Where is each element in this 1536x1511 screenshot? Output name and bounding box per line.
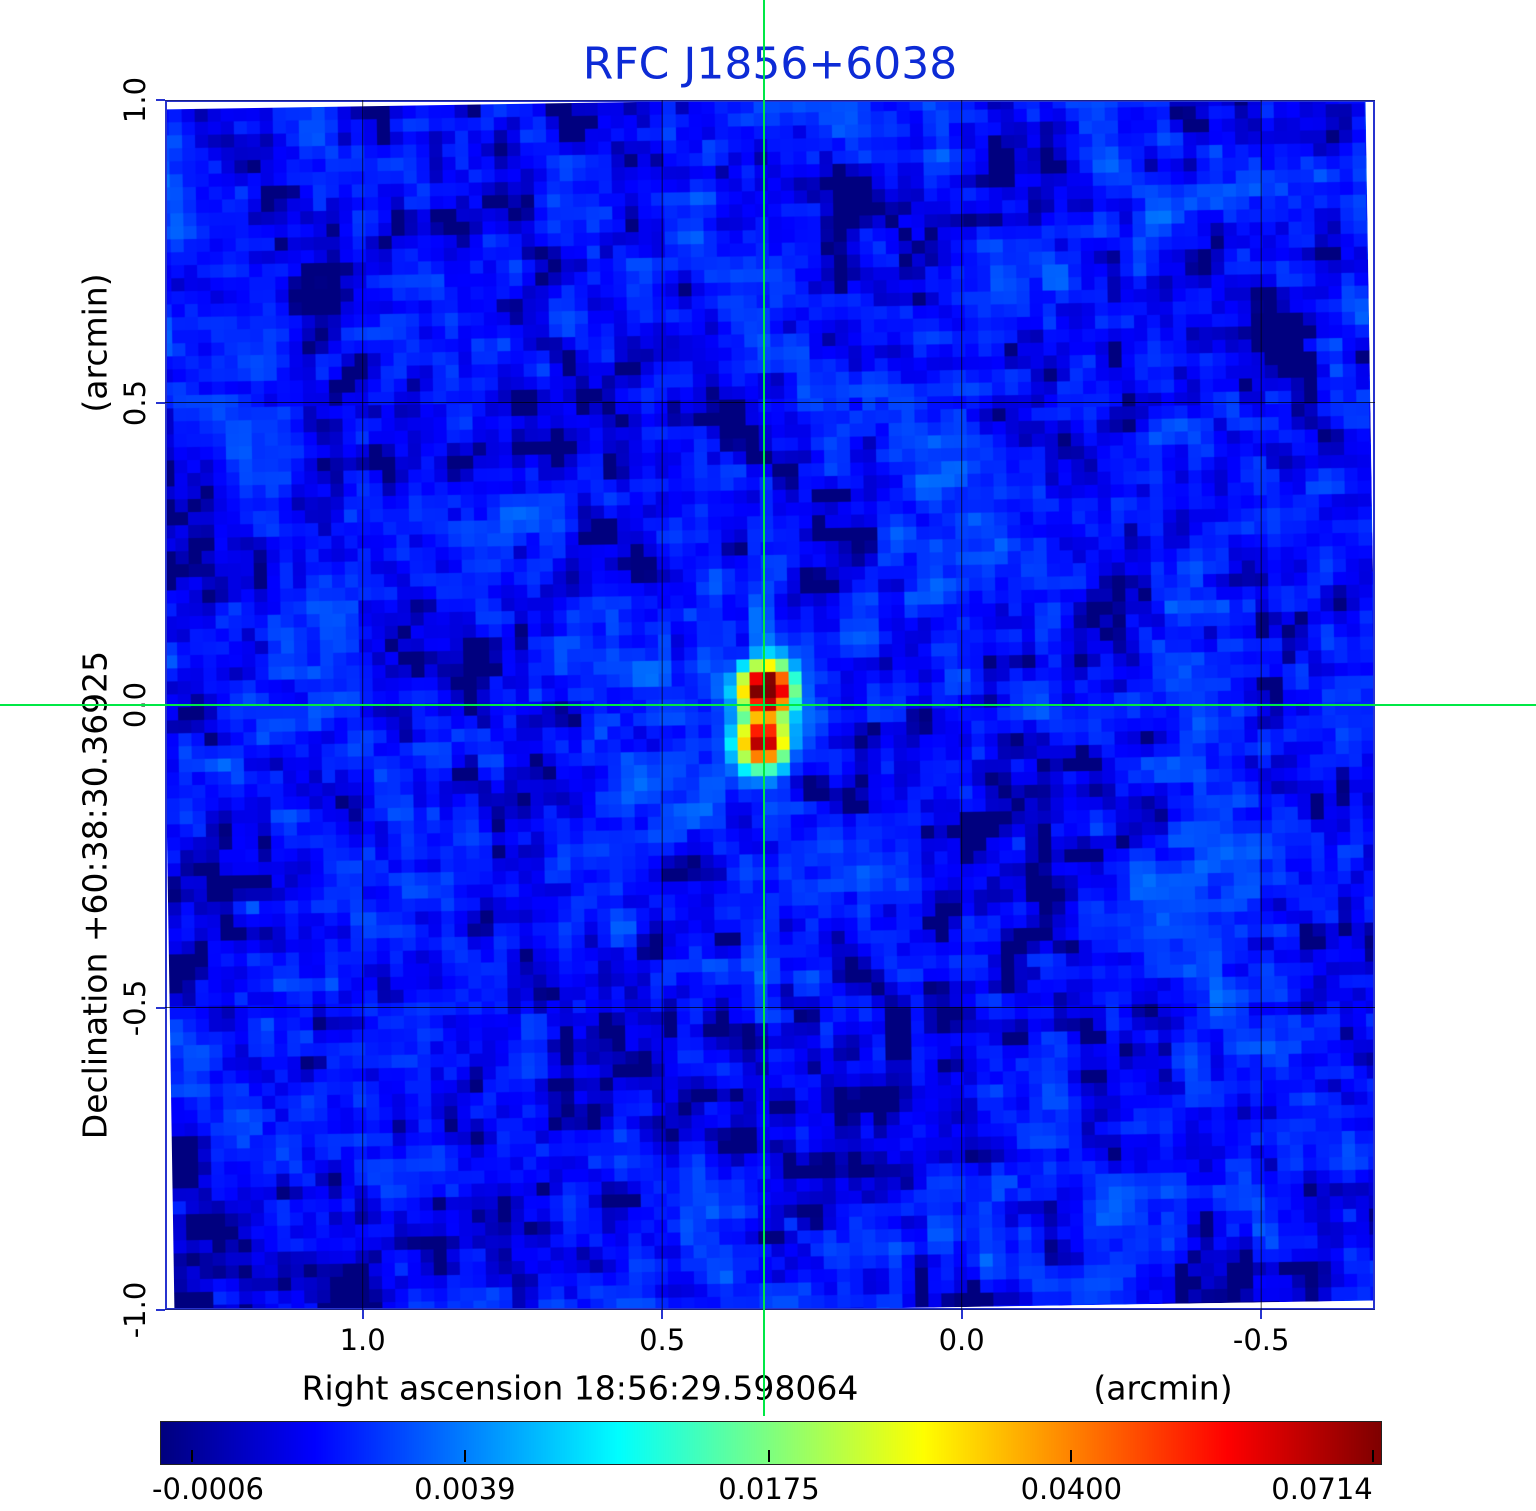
colorbar-tick-label: 0.0400 xyxy=(1020,1472,1123,1506)
x-tick-label: 0.0 xyxy=(938,1323,985,1357)
plot-title: RFC J1856+6038 xyxy=(582,38,958,90)
y-tick-label: 1.0 xyxy=(118,76,152,124)
y-tick-label: -1.0 xyxy=(118,1281,152,1339)
x-axis-unit: (arcmin) xyxy=(1093,1368,1233,1408)
colorbar-tick-label: 0.0039 xyxy=(414,1472,516,1506)
axis-tick-mark xyxy=(156,99,165,101)
axis-tick-mark xyxy=(361,1310,364,1319)
colorbar-tick-label: 0.0714 xyxy=(1271,1472,1373,1506)
colorbar-tick-mark xyxy=(767,1450,770,1462)
y-axis-unit: (arcmin) xyxy=(75,273,115,413)
axis-tick-mark xyxy=(156,1006,165,1009)
y-tick-label: -0.5 xyxy=(118,979,152,1036)
y-axis-label: Declination +60:38:30.36925 xyxy=(75,650,115,1140)
image-clip xyxy=(167,102,1373,1308)
y-tick-label: 0.5 xyxy=(118,379,152,426)
colorbar xyxy=(160,1421,1382,1465)
colorbar-tick-label: 0.0175 xyxy=(718,1472,820,1506)
colorbar-tick-label: -0.0006 xyxy=(152,1472,264,1506)
plot-area xyxy=(165,100,1375,1310)
y-tick-label: 0.0 xyxy=(118,681,152,729)
colorbar-tick-mark xyxy=(463,1450,466,1462)
colorbar-gradient xyxy=(161,1422,1381,1464)
sky-heatmap-image xyxy=(167,102,1373,1308)
x-axis-label: Right ascension 18:56:29.598064 xyxy=(301,1368,859,1408)
x-tick-label: 0.5 xyxy=(639,1323,686,1357)
axis-tick-mark xyxy=(156,1309,165,1311)
x-tick-label: 1.0 xyxy=(339,1323,386,1357)
colorbar-tick-mark xyxy=(1372,1450,1375,1462)
axis-tick-mark xyxy=(156,401,165,404)
axis-tick-mark xyxy=(960,1310,963,1319)
colorbar-tick-mark xyxy=(1070,1450,1073,1462)
x-tick-label: -0.5 xyxy=(1232,1323,1290,1357)
axis-tick-mark xyxy=(661,1310,664,1319)
axis-tick-mark xyxy=(156,704,165,706)
colorbar-tick-mark xyxy=(190,1450,193,1462)
axis-tick-mark xyxy=(1260,1310,1263,1319)
